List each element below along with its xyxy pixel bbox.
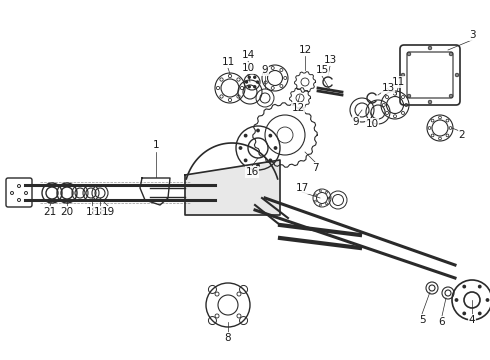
Text: 13: 13 — [323, 55, 337, 65]
Text: 10: 10 — [366, 119, 379, 129]
Text: 8: 8 — [225, 333, 231, 343]
Text: 11: 11 — [221, 57, 235, 67]
Circle shape — [407, 52, 411, 56]
Text: 11: 11 — [392, 77, 405, 87]
Circle shape — [239, 147, 242, 149]
Text: 9: 9 — [353, 117, 359, 127]
Text: 14: 14 — [242, 50, 255, 60]
Circle shape — [245, 159, 247, 162]
Text: 3: 3 — [469, 30, 475, 40]
Text: 12: 12 — [298, 45, 312, 55]
Text: 21: 21 — [44, 207, 57, 217]
Text: 18: 18 — [85, 207, 98, 217]
Circle shape — [428, 46, 432, 50]
Circle shape — [428, 100, 432, 104]
Text: 20: 20 — [60, 207, 74, 217]
Text: 2: 2 — [459, 130, 466, 140]
Text: 10: 10 — [242, 63, 255, 73]
Text: 16: 16 — [245, 167, 259, 177]
Text: 19: 19 — [101, 207, 115, 217]
Circle shape — [257, 164, 259, 167]
Text: 4: 4 — [469, 315, 475, 325]
Circle shape — [248, 76, 250, 78]
Circle shape — [269, 159, 271, 162]
Text: 6: 6 — [439, 317, 445, 327]
Circle shape — [245, 134, 247, 137]
Circle shape — [449, 94, 453, 98]
Circle shape — [455, 299, 458, 301]
Circle shape — [274, 147, 277, 149]
Text: 15: 15 — [316, 65, 329, 75]
Circle shape — [407, 94, 411, 98]
Circle shape — [254, 76, 256, 78]
Circle shape — [455, 73, 459, 77]
Circle shape — [479, 312, 481, 315]
Circle shape — [463, 312, 465, 315]
Text: 9: 9 — [262, 65, 269, 75]
Circle shape — [257, 129, 259, 132]
Circle shape — [269, 134, 271, 137]
Circle shape — [463, 285, 465, 288]
Circle shape — [245, 81, 247, 83]
Circle shape — [479, 285, 481, 288]
Text: 18: 18 — [94, 207, 107, 217]
Text: 13: 13 — [381, 83, 394, 93]
Text: 1: 1 — [153, 140, 159, 150]
Polygon shape — [185, 160, 280, 215]
Text: 17: 17 — [295, 183, 309, 193]
Circle shape — [486, 299, 489, 301]
Text: 7: 7 — [312, 163, 318, 173]
Text: 12: 12 — [292, 103, 305, 113]
Text: 5: 5 — [418, 315, 425, 325]
Circle shape — [254, 86, 256, 88]
Circle shape — [256, 81, 259, 83]
Circle shape — [401, 73, 405, 77]
Circle shape — [449, 52, 453, 56]
Circle shape — [248, 86, 250, 88]
